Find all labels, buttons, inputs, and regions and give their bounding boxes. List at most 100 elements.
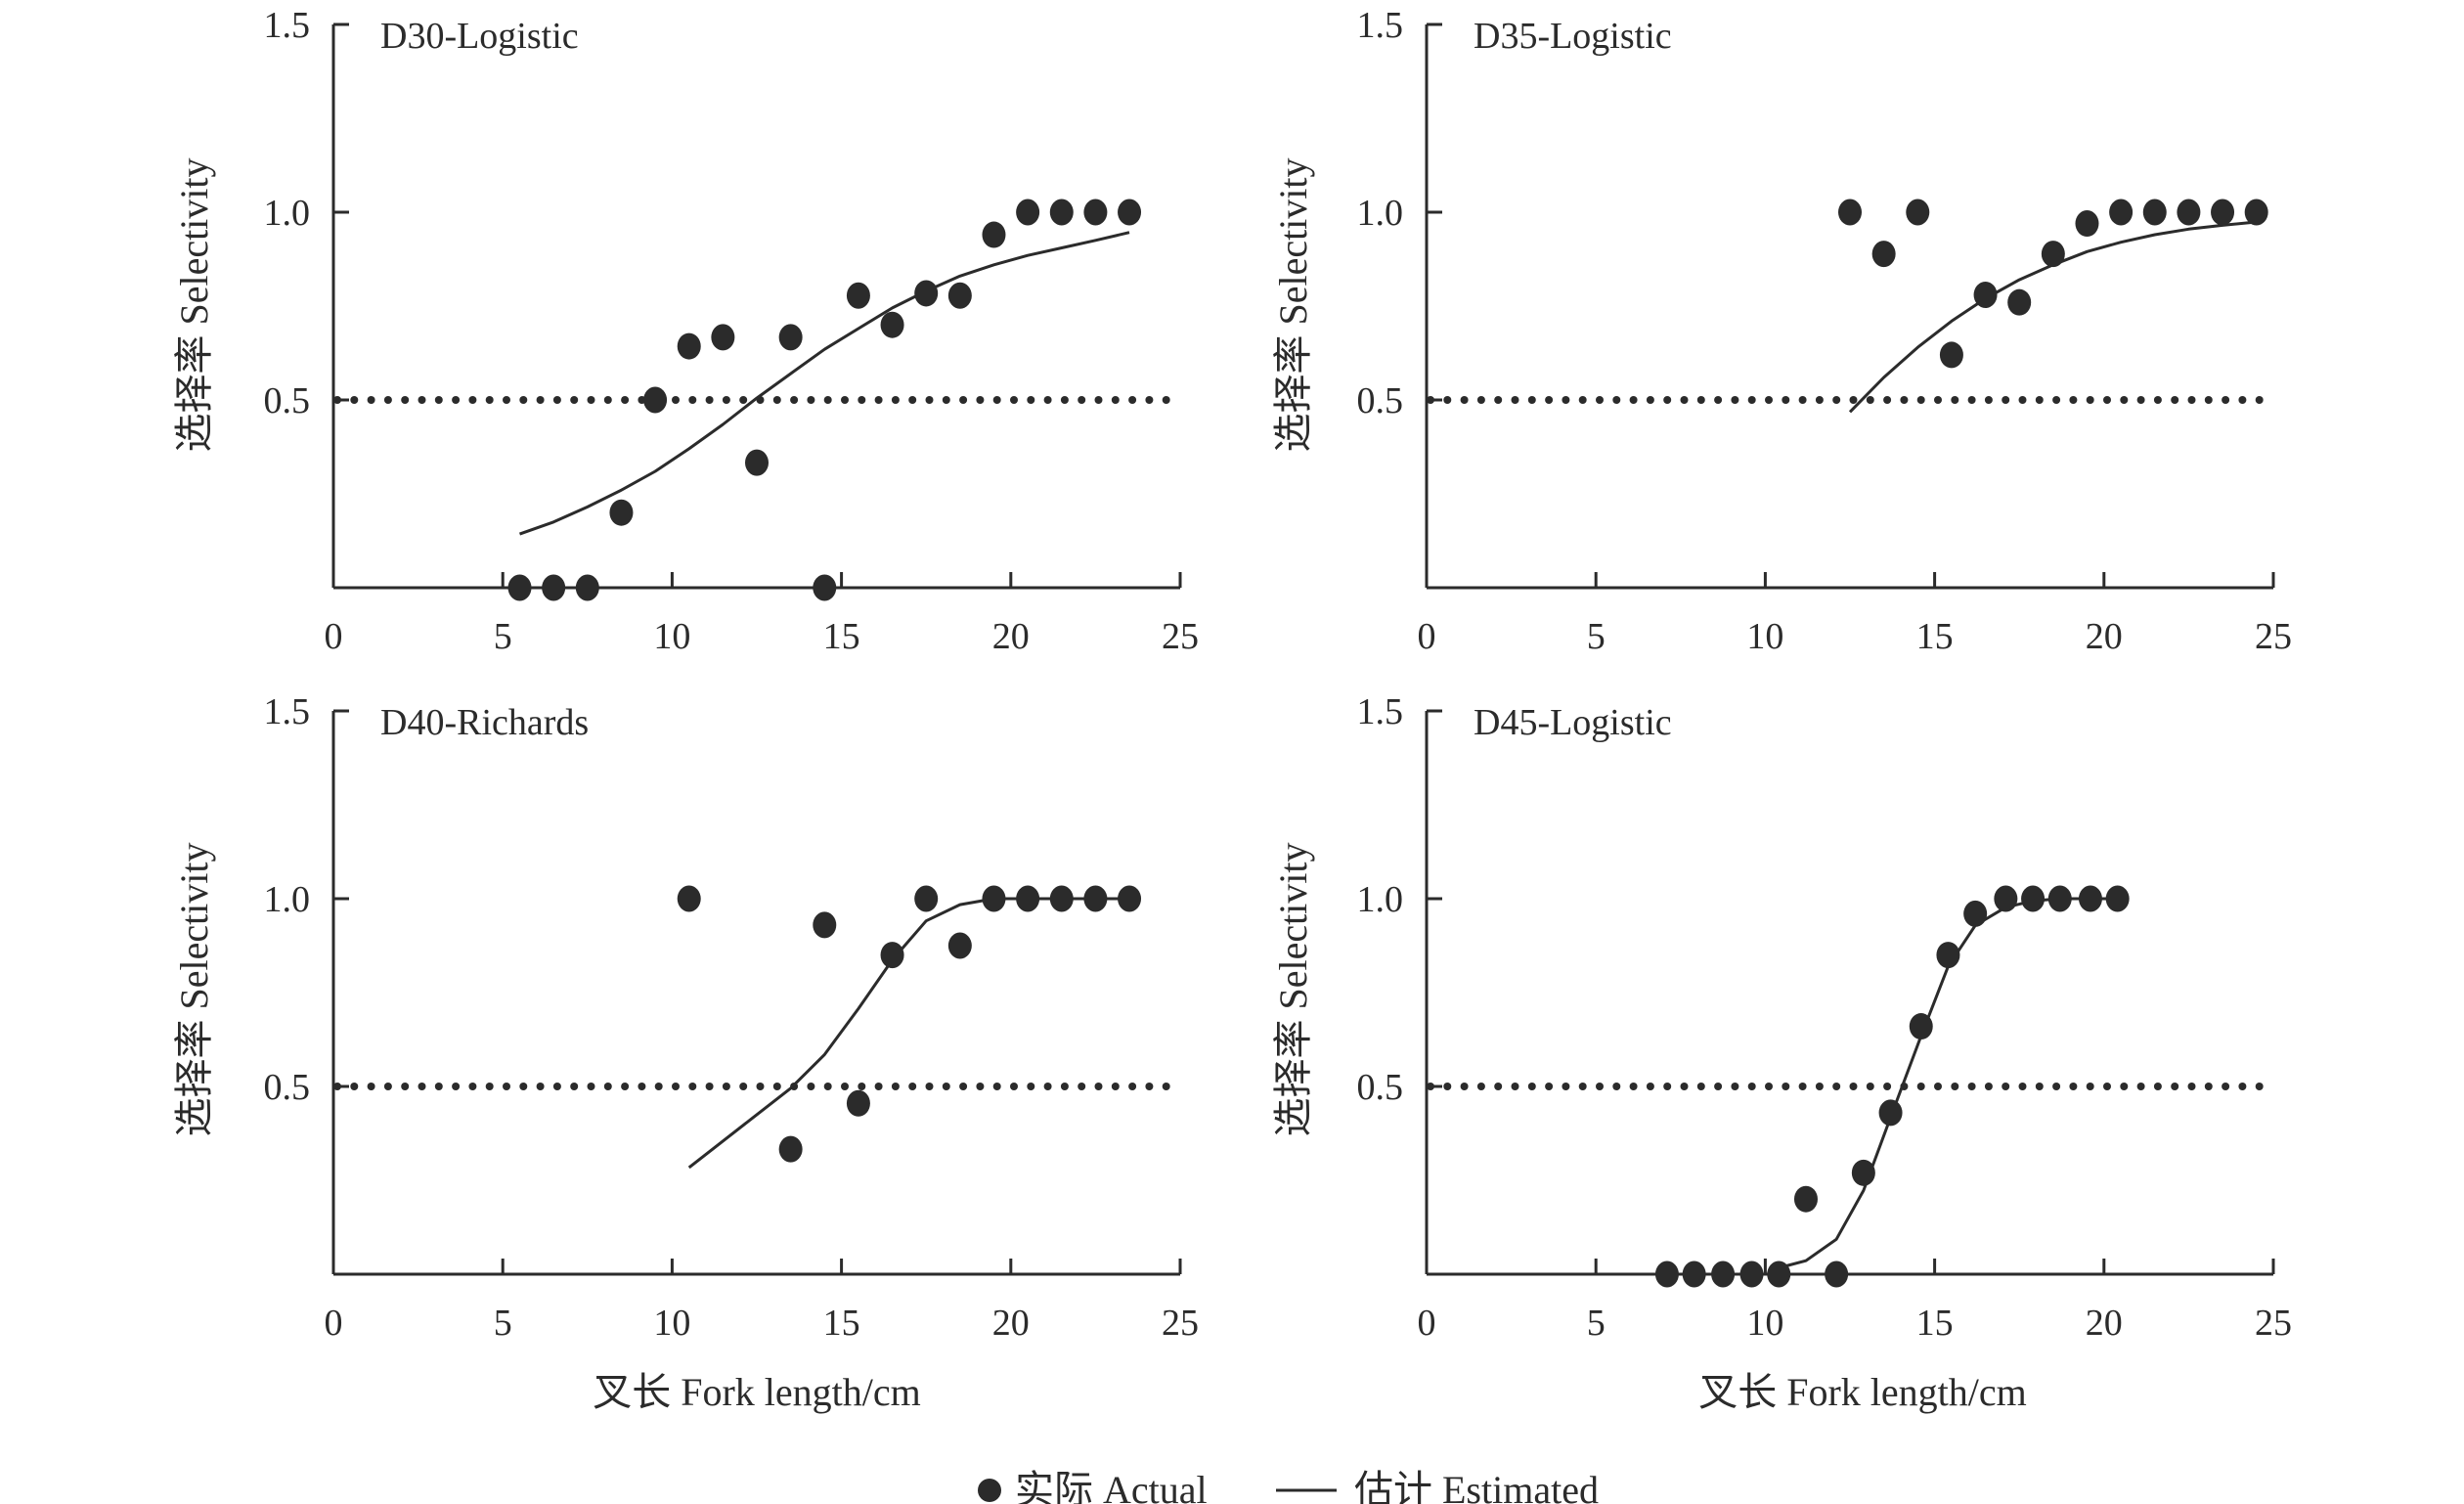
reference-dot xyxy=(1494,396,1503,404)
y-axis-label: 选择率 Selectivity xyxy=(1271,842,1315,1136)
x-tick-label: 0 xyxy=(1418,1303,1436,1344)
reference-line-0.5 xyxy=(333,396,1170,404)
reference-dot xyxy=(2069,396,2078,404)
reference-line-0.5 xyxy=(333,1083,1170,1090)
reference-dot xyxy=(2222,396,2230,404)
reference-dot xyxy=(756,1083,765,1090)
legend-actual-marker xyxy=(978,1479,1001,1502)
x-tick-label: 20 xyxy=(992,616,1030,657)
reference-dot xyxy=(1111,1083,1120,1090)
reference-dot xyxy=(418,1083,426,1090)
reference-dot xyxy=(350,396,359,404)
reference-dot xyxy=(1027,1083,1035,1090)
reference-dot xyxy=(1111,396,1120,404)
reference-dot xyxy=(1765,396,1773,404)
legend-actual-label: 实际 Actual xyxy=(1015,1468,1208,1504)
reference-dot xyxy=(2002,396,2010,404)
reference-dot xyxy=(1443,1083,1452,1090)
actual-point xyxy=(1682,1261,1706,1288)
actual-point xyxy=(982,885,1006,912)
reference-dot xyxy=(959,396,968,404)
y-tick-label: 1.5 xyxy=(1357,691,1404,732)
reference-dot xyxy=(350,1083,359,1090)
reference-dot xyxy=(1916,396,1925,404)
reference-dot xyxy=(552,396,561,404)
actual-point xyxy=(1939,341,1963,369)
y-axis-label: 选择率 Selectivity xyxy=(1271,157,1315,452)
reference-dot xyxy=(1849,1083,1858,1090)
actual-point xyxy=(542,574,566,601)
x-tick-label: 20 xyxy=(2086,616,2123,657)
y-tick-label: 1.5 xyxy=(264,691,311,732)
reference-dot xyxy=(434,1083,443,1090)
x-axis-label-right: 叉长 Fork length/cm xyxy=(1698,1370,2027,1414)
reference-dot xyxy=(1427,1083,1434,1090)
reference-dot xyxy=(1798,1083,1807,1090)
reference-dot xyxy=(1747,1083,1756,1090)
actual-point xyxy=(1083,199,1108,226)
reference-dot xyxy=(468,396,477,404)
reference-dot xyxy=(790,396,799,404)
actual-point xyxy=(1767,1261,1791,1288)
y-tick-label: 1.5 xyxy=(1357,5,1404,46)
actual-point xyxy=(1016,885,1040,912)
reference-dot xyxy=(1578,396,1587,404)
y-tick-label: 1.0 xyxy=(264,879,311,920)
reference-line-0.5 xyxy=(1427,396,2264,404)
reference-dot xyxy=(672,1083,680,1090)
reference-dot xyxy=(942,1083,950,1090)
panel-title: D45-Logistic xyxy=(1474,702,1672,743)
actual-point xyxy=(1851,1159,1875,1186)
panel-d45-logistic: 0.5 1.0 1.5 0 5 10 15 20 25 D45-Logistic 选择率 Selec… xyxy=(1271,691,2292,1344)
reference-dot xyxy=(2238,1083,2247,1090)
reference-dot xyxy=(2204,396,2213,404)
reference-dot xyxy=(654,1083,663,1090)
reference-dot xyxy=(1883,396,1892,404)
reference-dot xyxy=(1060,396,1069,404)
actual-point xyxy=(813,911,837,939)
actual-point xyxy=(1963,900,1988,927)
reference-dot xyxy=(2136,1083,2145,1090)
reference-dot xyxy=(1680,1083,1689,1090)
actual-point xyxy=(1906,199,1930,226)
reference-dot xyxy=(1951,396,1959,404)
reference-dot xyxy=(891,396,900,404)
x-tick-label: 25 xyxy=(1162,616,1199,657)
y-tick-label: 1.0 xyxy=(1357,193,1404,234)
reference-dot xyxy=(2035,396,2044,404)
reference-dot xyxy=(1629,396,1638,404)
x-axis-label-left: 叉长 Fork length/cm xyxy=(593,1370,921,1414)
reference-dot xyxy=(383,396,392,404)
y-axis-label: 选择率 Selectivity xyxy=(172,842,216,1136)
reference-dot xyxy=(722,1083,730,1090)
reference-dot xyxy=(1578,1083,1587,1090)
reference-dot xyxy=(1612,1083,1621,1090)
reference-dot xyxy=(992,1083,1001,1090)
reference-dot xyxy=(1916,1083,1925,1090)
actual-point xyxy=(813,574,837,601)
panel-d30-logistic: 0.5 1.0 1.5 0 5 10 15 20 25 D30-Logistic 选择率 Selec… xyxy=(172,5,1199,657)
y-tick-label: 1.0 xyxy=(264,193,311,234)
x-tick-label: 5 xyxy=(494,1303,512,1344)
reference-dot xyxy=(1027,396,1035,404)
legend: 实际 Actual 估计 Estimated xyxy=(978,1468,1599,1504)
reference-dot xyxy=(2035,1083,2044,1090)
reference-dot xyxy=(1094,1083,1103,1090)
actual-point xyxy=(846,282,870,309)
reference-dot xyxy=(503,396,510,404)
reference-dot xyxy=(367,396,375,404)
reference-dot xyxy=(1798,396,1807,404)
actual-point xyxy=(2105,885,2130,912)
x-tick-label: 15 xyxy=(823,616,860,657)
reference-dot xyxy=(1832,1083,1841,1090)
reference-dot xyxy=(2255,396,2264,404)
reference-dot xyxy=(976,1083,985,1090)
reference-dot xyxy=(1696,1083,1705,1090)
reference-dot xyxy=(1596,396,1604,404)
reference-dot xyxy=(1866,1083,1874,1090)
reference-dot xyxy=(2069,1083,2078,1090)
y-tick-label: 0.5 xyxy=(1357,1067,1404,1108)
reference-dot xyxy=(2052,396,2061,404)
reference-dot xyxy=(1060,1083,1069,1090)
reference-dot xyxy=(1849,396,1858,404)
